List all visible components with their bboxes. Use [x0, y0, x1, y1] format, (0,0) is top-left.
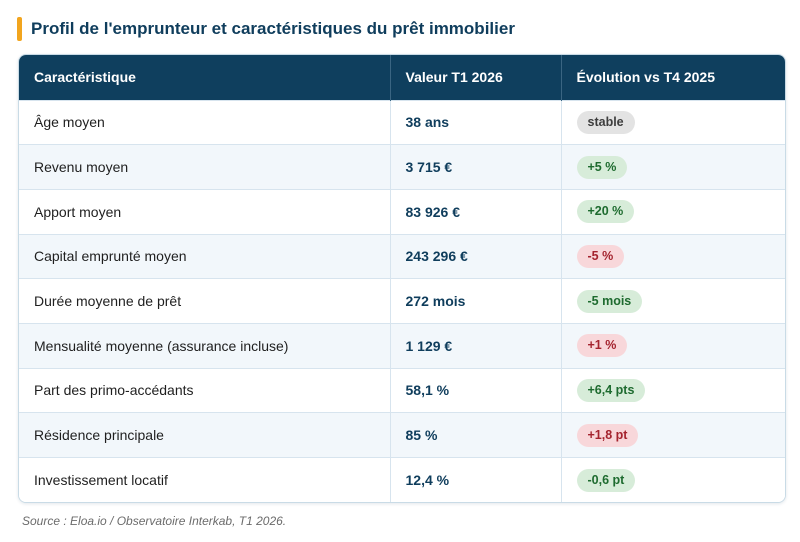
change-badge: +6,4 pts	[576, 378, 646, 402]
data-table: Caractéristique Valeur T1 2026 Évolution…	[19, 55, 785, 502]
row-change-cell: +20 %	[561, 188, 785, 235]
row-label: Investissement locatif	[19, 457, 391, 502]
title-block: Profil de l'emprunteur et caractéristiqu…	[17, 17, 515, 41]
table-body: Âge moyen 38 ans stable Revenu moyen 3 715 €…	[19, 99, 785, 502]
change-badge: -5 %	[576, 244, 625, 268]
table-row: Investissement locatif 12,4 % -0,6 pt	[19, 457, 785, 502]
table-header-row: Caractéristique Valeur T1 2026 Évolution…	[19, 55, 785, 100]
row-label: Capital emprunté moyen	[19, 233, 391, 279]
table-row: Mensualité moyenne (assurance incluse) 1 …	[19, 322, 785, 369]
change-badge: +1 %	[576, 334, 628, 358]
table-row: Part des primo-accédants 58,1 % +6,4 pts	[19, 367, 785, 413]
row-value: 3 715 €	[390, 144, 562, 190]
row-label: Revenu moyen	[19, 144, 391, 190]
column-header-characteristic: Caractéristique	[19, 55, 391, 100]
row-value: 12,4 %	[390, 457, 562, 502]
row-value: 1 129 €	[390, 322, 562, 369]
row-change-cell: +6,4 pts	[561, 367, 785, 413]
table-row: Capital emprunté moyen 243 296 € -5 %	[19, 233, 785, 279]
row-value: 58,1 %	[390, 367, 562, 413]
row-change-cell: +1,8 pt	[561, 412, 785, 458]
row-label: Âge moyen	[19, 99, 391, 145]
change-badge: -0,6 pt	[576, 468, 636, 492]
table-row: Résidence principale 85 % +1,8 pt	[19, 412, 785, 458]
change-badge: +20 %	[576, 200, 635, 224]
row-value: 83 926 €	[390, 188, 562, 235]
column-header-change: Évolution vs T4 2025	[576, 69, 716, 86]
row-change-cell: stable	[561, 99, 785, 145]
change-badge: +5 %	[576, 155, 628, 179]
row-label: Mensualité moyenne (assurance incluse)	[19, 322, 391, 369]
row-value: 243 296 €	[390, 233, 562, 279]
row-label: Apport moyen	[19, 188, 391, 235]
row-value: 272 mois	[390, 278, 562, 324]
row-change-cell: +5 %	[561, 144, 785, 190]
row-change-cell: -0,6 pt	[561, 457, 785, 502]
row-label: Part des primo-accédants	[19, 367, 391, 413]
row-change-cell: +1 %	[561, 322, 785, 369]
table-row: Revenu moyen 3 715 € +5 %	[19, 144, 785, 190]
row-label: Résidence principale	[19, 412, 391, 458]
change-badge: -5 mois	[576, 289, 643, 313]
table-row: Apport moyen 83 926 € +20 %	[19, 188, 785, 235]
title-accent-bar	[17, 17, 22, 41]
row-change-cell: -5 %	[561, 233, 785, 279]
column-header-value: Valeur T1 2026	[390, 55, 562, 100]
table-row: Durée moyenne de prêt 272 mois -5 mois	[19, 278, 785, 324]
row-change-cell: -5 mois	[561, 278, 785, 324]
row-value: 38 ans	[390, 99, 562, 145]
data-table-card: Caractéristique Valeur T1 2026 Évolution…	[18, 54, 786, 503]
row-label: Durée moyenne de prêt	[19, 278, 391, 324]
page-title: Profil de l'emprunteur et caractéristiqu…	[31, 19, 515, 38]
source-note: Source : Eloa.io / Observatoire Interkab…	[22, 514, 287, 528]
table-row: Âge moyen 38 ans stable	[19, 99, 785, 145]
change-badge: +1,8 pt	[576, 423, 639, 447]
row-value: 85 %	[390, 412, 562, 458]
change-badge: stable	[576, 110, 635, 134]
